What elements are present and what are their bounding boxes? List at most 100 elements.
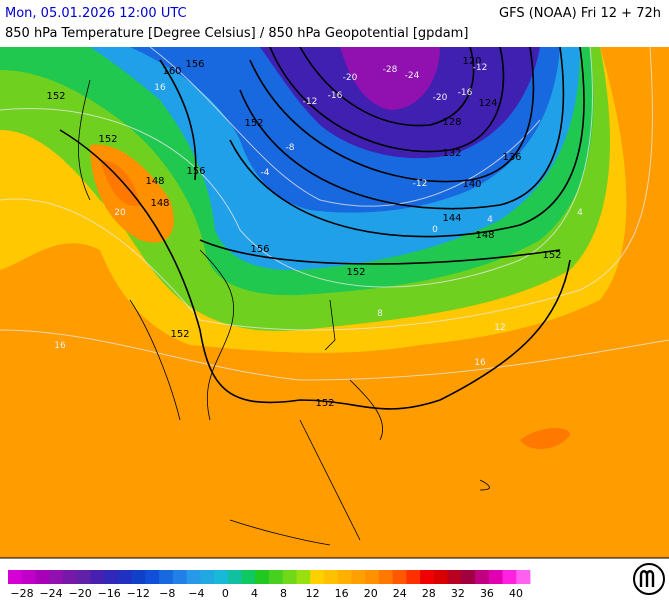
colorbar-swatch <box>62 570 78 584</box>
colorbar-label: 36 <box>480 587 494 600</box>
colorbar-swatch <box>269 570 284 584</box>
colorbar-swatch <box>433 570 448 584</box>
colorbar-swatch <box>21 570 36 584</box>
contour-label: 152 <box>170 329 189 340</box>
subtitle: 850 hPa Temperature [Degree Celsius] / 8… <box>5 26 469 41</box>
isotherm-label: -28 <box>383 65 398 75</box>
colorbar-swatch <box>296 570 311 584</box>
colorbar-label: 20 <box>364 587 378 600</box>
colorbar-swatch <box>310 570 325 584</box>
colorbar-swatch <box>159 570 174 584</box>
isotherm-label: -20 <box>433 93 448 103</box>
colorbar-swatch <box>227 570 242 584</box>
colorbar-swatch <box>145 570 160 584</box>
contour-label: 156 <box>185 59 204 70</box>
coastlines <box>78 79 490 546</box>
isotherm-label: -12 <box>303 97 318 107</box>
colorbar-swatch <box>214 570 229 584</box>
colorbar-swatch <box>502 570 517 584</box>
contour-label: 152 <box>542 250 561 261</box>
colorbar-swatch <box>392 570 407 584</box>
isotherm-label: 16 <box>474 358 486 368</box>
datetime: Mon, 05.01.2026 12:00 UTC <box>5 6 187 21</box>
colorbar-swatch <box>104 570 119 584</box>
temperature-field <box>0 47 669 558</box>
colorbar-label: −12 <box>127 587 150 600</box>
colorbar-swatch <box>131 570 146 584</box>
contour-label: 128 <box>442 117 461 128</box>
isotherm-label: -4 <box>261 168 270 178</box>
isotherm-label: 4 <box>577 208 583 218</box>
contour-label: 148 <box>150 198 169 209</box>
colorbar-swatch <box>76 570 91 584</box>
contour-label: 148 <box>475 230 494 241</box>
isotherm-label: 0 <box>432 225 438 235</box>
colorbar-swatch <box>35 570 50 584</box>
logo <box>633 563 665 595</box>
contour-label: 152 <box>315 398 334 409</box>
isotherm-label: 16 <box>54 341 66 351</box>
isotherm-label: -24 <box>405 71 420 81</box>
colorbar-swatch <box>186 570 201 584</box>
colorbar-swatch <box>255 570 270 584</box>
contour-label: 152 <box>346 267 365 278</box>
colorbar-swatch <box>117 570 133 584</box>
isotherm-label: 12 <box>494 323 505 333</box>
colorbar: −28 −24 −20 −16 −12 −8 −4 0 4 8 12 16 20 24 28 32 36 40 <box>8 570 531 600</box>
colorbar-label: 32 <box>451 587 465 600</box>
contour-label: 120 <box>462 56 481 67</box>
colorbar-swatch <box>337 570 352 584</box>
contour-label: 156 <box>186 166 205 177</box>
colorbar-label: 0 <box>222 587 229 600</box>
isotherm-label: -20 <box>343 73 358 83</box>
colorbar-swatch <box>49 570 64 584</box>
contour-label: 136 <box>502 152 521 163</box>
isotherm-label: -12 <box>473 63 488 73</box>
colorbar-label: 28 <box>422 587 436 600</box>
colorbar-swatch <box>475 570 490 584</box>
colorbar-swatch <box>378 570 394 584</box>
colorbar-swatch <box>351 570 366 584</box>
contour-label: 124 <box>478 98 497 109</box>
contour-label: 152 <box>244 118 263 129</box>
map-labels: 1601561521521561481481561521521201241281… <box>46 56 583 409</box>
colorbar-label: 16 <box>335 587 349 600</box>
contour-label: 160 <box>162 66 181 77</box>
isotherm-label: 20 <box>114 208 126 218</box>
isotherm-label: -16 <box>458 88 473 98</box>
colorbar-label: 40 <box>509 587 523 600</box>
geopotential-contours <box>59 47 585 410</box>
colorbar-swatch <box>323 570 339 584</box>
colorbar-swatch <box>447 570 462 584</box>
colorbar-swatch <box>488 570 503 584</box>
isotherm-label: -16 <box>328 91 343 101</box>
contour-label: 132 <box>442 148 461 159</box>
colorbar-label: −24 <box>39 587 62 600</box>
colorbar-label: −28 <box>10 587 33 600</box>
contour-label: 140 <box>462 179 481 190</box>
contour-label: 152 <box>98 134 117 145</box>
colorbar-swatch <box>90 570 105 584</box>
colorbar-swatch <box>365 570 380 584</box>
colorbar-swatch <box>420 570 435 584</box>
colorbar-label: −8 <box>159 587 175 600</box>
colorbar-label: −4 <box>188 587 204 600</box>
colorbar-swatch <box>172 570 187 584</box>
isotherm-label: 4 <box>487 215 493 225</box>
colorbar-swatch <box>461 570 476 584</box>
colorbar-swatch <box>200 570 215 584</box>
contour-label: 156 <box>250 244 269 255</box>
isotherms <box>0 47 669 381</box>
isotherm-label: 8 <box>377 309 383 319</box>
colorbar-label: 12 <box>306 587 320 600</box>
colorbar-swatch <box>406 570 421 584</box>
colorbar-label: 4 <box>251 587 258 600</box>
colorbar-label: 24 <box>393 587 407 600</box>
model-run: GFS (NOAA) Fri 12 + 72h <box>499 6 661 21</box>
colorbar-swatch <box>241 570 256 584</box>
colorbar-swatch <box>8 570 23 584</box>
colorbar-label: −20 <box>69 587 92 600</box>
isotherm-label: -8 <box>286 143 295 153</box>
